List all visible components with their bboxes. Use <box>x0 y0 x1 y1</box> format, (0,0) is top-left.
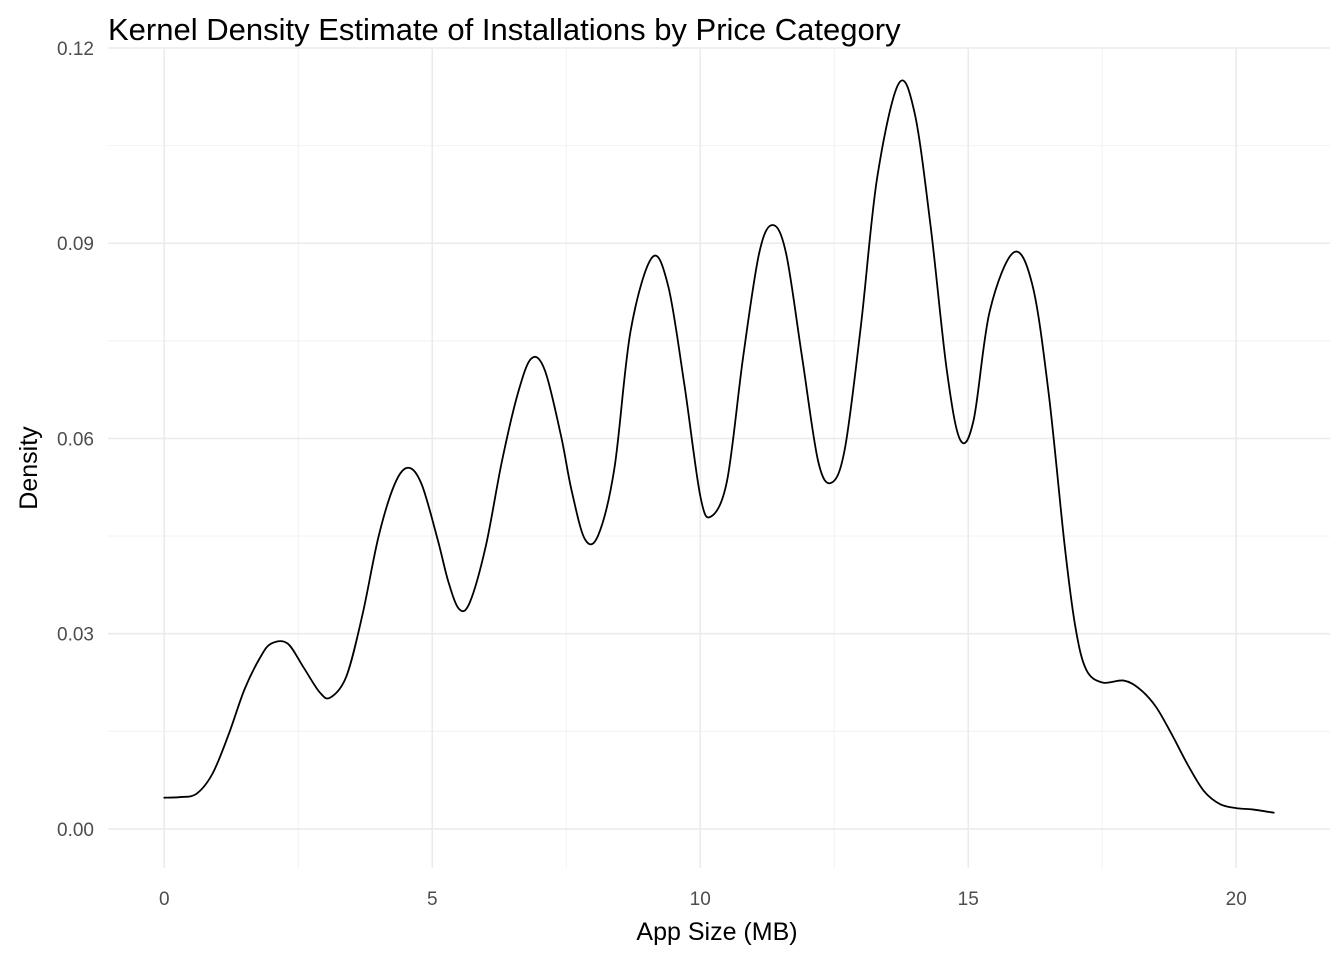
y-tick-label: 0.12 <box>57 39 94 60</box>
y-tick-label: 0.00 <box>57 820 94 841</box>
x-tick-label: 10 <box>690 889 711 910</box>
y-tick-label: 0.06 <box>57 429 94 450</box>
x-tick-label: 15 <box>958 889 979 910</box>
y-axis-label: Density <box>15 426 43 510</box>
x-tick-label: 20 <box>1226 889 1247 910</box>
y-tick-label: 0.09 <box>57 234 94 255</box>
chart-title: Kernel Density Estimate of Installations… <box>108 12 901 47</box>
y-tick-label: 0.03 <box>57 625 94 646</box>
density-line <box>163 79 1275 814</box>
x-axis-ticks: 0 5 10 15 20 <box>159 889 1247 910</box>
x-tick-label: 5 <box>427 889 438 910</box>
minor-gridlines <box>108 48 1330 868</box>
x-axis-label: App Size (MB) <box>636 918 797 946</box>
major-gridlines <box>108 47 1330 868</box>
y-axis-ticks: 0.00 0.03 0.06 0.09 0.12 <box>57 39 94 841</box>
x-tick-label: 0 <box>159 889 170 910</box>
